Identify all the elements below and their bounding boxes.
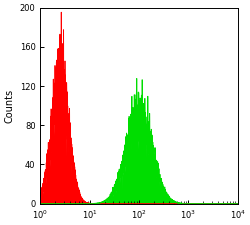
Y-axis label: Counts: Counts bbox=[4, 89, 14, 123]
